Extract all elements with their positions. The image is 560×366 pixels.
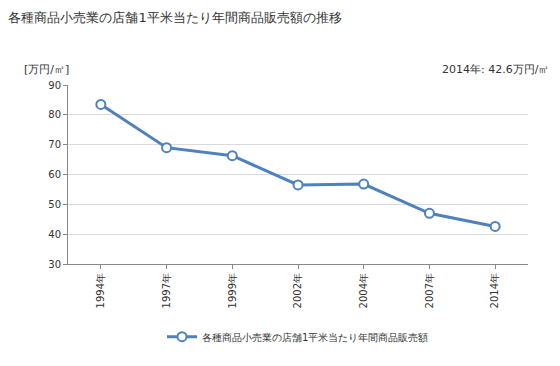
svg-text:2002年: 2002年 — [292, 273, 303, 308]
svg-text:2004年: 2004年 — [358, 273, 369, 308]
svg-text:80: 80 — [48, 109, 61, 120]
svg-text:各種商品小売業の店舗1平米当たり年間商品販売額の推移: 各種商品小売業の店舗1平米当たり年間商品販売額の推移 — [8, 10, 341, 25]
svg-text:[万円/㎡]: [万円/㎡] — [24, 63, 69, 76]
svg-text:70: 70 — [48, 139, 61, 150]
svg-text:90: 90 — [48, 80, 61, 91]
svg-text:50: 50 — [48, 199, 61, 210]
svg-text:1997年: 1997年 — [161, 273, 172, 308]
svg-text:2014年: 2014年 — [489, 273, 500, 308]
svg-text:2007年: 2007年 — [424, 273, 435, 308]
svg-text:2014年: 42.6万円/㎡: 2014年: 42.6万円/㎡ — [442, 63, 549, 76]
svg-text:1994年: 1994年 — [95, 273, 106, 308]
svg-text:各種商品小売業の店舗1平米当たり年間商品販売額: 各種商品小売業の店舗1平米当たり年間商品販売額 — [202, 332, 428, 343]
svg-text:1999年: 1999年 — [227, 273, 238, 308]
svg-text:30: 30 — [48, 259, 61, 270]
svg-text:40: 40 — [48, 229, 61, 240]
svg-text:60: 60 — [48, 169, 61, 180]
